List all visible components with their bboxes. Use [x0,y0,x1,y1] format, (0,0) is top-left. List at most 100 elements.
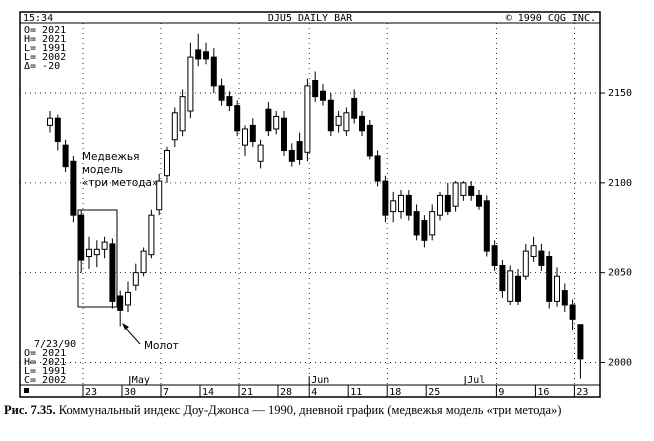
x-tick-label: 16 [537,387,549,398]
candle-body [561,290,568,306]
x-tick-label: 21 [241,387,253,398]
frame [19,11,601,398]
candle-body [429,211,436,236]
candle-body [359,115,365,132]
candle-body [54,117,61,143]
y-tick-label: 2000 [608,357,632,368]
x-tick-label: 4 [311,387,317,398]
candle-body [444,194,451,213]
candle-body [476,194,482,207]
month-label: Jul [467,375,485,386]
candle-body [249,124,256,143]
info-top: L= 1991 [24,43,66,54]
candle-body [187,56,194,112]
x-tick-label: 23 [576,387,588,398]
info-bottom: L= 1991 [24,366,66,377]
candle-body [47,117,53,126]
candle-body [62,144,69,168]
pattern-note: Медвежья [82,151,139,163]
candle-body [491,245,498,266]
hammer-note: Молот [144,340,179,352]
candle-body [390,200,397,213]
candle-body [93,248,100,256]
y-tick-label: 2150 [608,88,632,99]
candle-body [273,115,280,130]
candle-body [452,182,459,207]
candle-body [86,248,92,257]
candle-body [507,270,514,302]
candle-body [101,241,108,250]
candle-body [577,324,584,360]
x-tick-label: 7 [163,387,169,398]
candle-body [405,194,412,216]
candle-body [195,49,202,60]
info-top: L= 2002 [24,52,66,63]
candle-body [78,214,85,261]
candle-body [351,97,358,119]
candle-body [499,264,506,292]
x-tick-label: 25 [428,387,440,398]
candle-body [366,124,373,157]
candle-body [569,304,576,320]
candle-body [374,155,381,182]
candle-body [242,128,248,146]
header-title: DJU5 DAILY BAR [268,13,353,24]
pattern-box [77,209,118,308]
candle-body [179,96,186,132]
candle-body [382,180,389,216]
info-top: Δ= -20 [24,61,60,72]
candle-body [265,108,272,132]
candle-body [288,150,295,162]
candle-body [522,250,529,277]
info-bottom: 7/23/90 [34,339,76,350]
header-time: 15:34 [23,13,53,24]
x-tick-label: 28 [280,387,292,398]
candle-body [413,211,420,236]
caption: Рис. 7.35. Коммунальный индекс Доу-Джонс… [4,403,561,417]
caption-text: Коммунальный индекс Доу-Джонса — 1990, д… [59,403,562,417]
candle-body [320,90,326,101]
candle-body [335,115,342,126]
x-tick-label: 11 [350,387,362,398]
candle-body [554,275,560,302]
candle-body [515,275,521,302]
candle-body [483,200,490,252]
candle-body [70,160,77,216]
candle-body [117,295,124,311]
candle-body [437,194,443,216]
info-bottom: C= 2002 [24,375,66,386]
info-top: O= 2021 [24,25,66,36]
header-copyright: © 1990 CQG INC. [506,13,596,24]
candle-body [109,243,116,302]
hammer-arrowhead [122,323,129,330]
corner-square [24,388,29,393]
x-tick-label: 14 [202,387,214,398]
candle-body [125,291,131,306]
candle-body [281,117,287,152]
candle-body [203,51,209,60]
x-tick-label: 23 [85,387,97,398]
candle-body [234,105,241,132]
info-top: H= 2021 [24,34,66,45]
candle-body [460,182,467,196]
candle-body [468,185,475,196]
candle-body [218,85,225,101]
pattern-note: модель [82,164,123,176]
candle-body [421,220,428,241]
candle-body [530,245,537,257]
candle-body [343,112,350,132]
month-label: May [132,375,150,386]
candle-body [140,250,147,274]
candle-body [296,141,303,160]
x-tick-label: 30 [124,387,136,398]
candle-body [398,194,404,213]
candle-body [304,85,311,153]
info-bottom: O= 2021 [24,348,66,359]
candle-body [226,96,233,107]
caption-label: Рис. 7.35. [4,403,56,417]
candle-body [156,180,163,211]
candle-body [171,112,178,141]
candle-body [327,99,334,132]
